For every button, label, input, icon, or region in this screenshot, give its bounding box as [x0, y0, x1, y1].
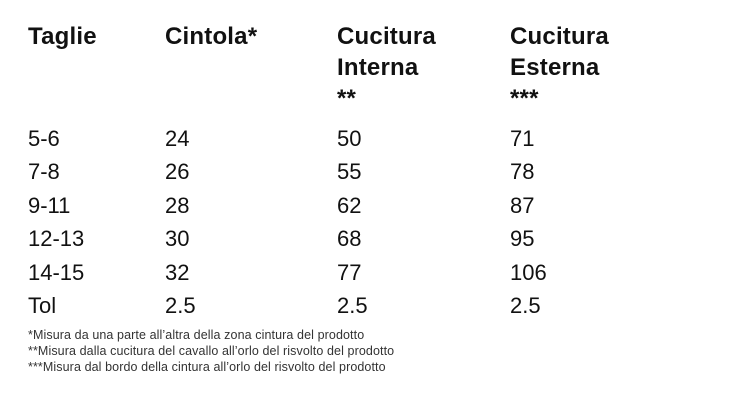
column-header-marker: ***	[510, 85, 539, 112]
cell-cucitura-interna: 50	[337, 126, 362, 151]
footnotes: *Misura da una parte all’altra della zon…	[28, 328, 739, 375]
cell-cucitura-interna: 62	[337, 192, 362, 218]
cell-taglie: 7-8	[28, 159, 60, 185]
cell-cucitura-esterna: 106	[510, 259, 547, 285]
cell-taglie: 5-6	[28, 126, 60, 151]
column-header-cintola: Cintola*	[165, 21, 337, 52]
cell-taglie: 14-15	[28, 259, 85, 285]
cell-cintola: 24	[165, 126, 190, 151]
cell-cucitura-esterna: 78	[510, 159, 535, 185]
column-header-label: Taglie	[28, 23, 97, 50]
column-header-cucitura-esterna: Cucitura Esterna ***	[510, 21, 739, 114]
cell-cucitura-interna: 55	[337, 159, 362, 185]
cell-cintola: 32	[165, 259, 190, 285]
cell-cucitura-esterna: 71	[510, 126, 535, 151]
cell-cucitura-interna: 77	[337, 259, 362, 285]
column-header-label: Cucitura Interna	[337, 23, 436, 81]
cell-cucitura-esterna: 2.5	[510, 293, 541, 319]
column-header-label: Cucitura Esterna	[510, 23, 609, 81]
table-header: Taglie Cintola* Cucitura Interna ** Cuci…	[28, 21, 739, 114]
cell-taglie: 9-11	[28, 192, 71, 218]
cell-cucitura-esterna: 87	[510, 192, 535, 218]
cell-taglie: 12-13	[28, 226, 85, 252]
footnote-cucitura-esterna: ***Misura dal bordo della cintura all’or…	[28, 359, 386, 374]
cell-cintola: 30	[165, 226, 190, 252]
cell-cintola: 2.5	[165, 293, 196, 319]
column-header-taglie: Taglie	[28, 21, 165, 52]
cell-cintola: 28	[165, 192, 190, 218]
footnote-cucitura-interna: **Misura dalla cucitura del cavallo all’…	[28, 344, 395, 359]
cell-cucitura-esterna: 95	[510, 226, 535, 252]
column-header-label: Cintola*	[165, 23, 258, 50]
table-body: 5-6 24 50 71 7-8 26 55 78 9-11 28 62 87 …	[28, 122, 739, 322]
column-header-cucitura-interna: Cucitura Interna **	[337, 21, 510, 114]
cell-taglie: Tol	[28, 293, 57, 319]
cell-cucitura-interna: 2.5	[337, 293, 368, 319]
cell-cintola: 26	[165, 159, 190, 185]
size-chart: Taglie Cintola* Cucitura Interna ** Cuci…	[28, 21, 739, 375]
footnote-cintola: *Misura da una parte all’altra della zon…	[28, 328, 365, 343]
column-header-marker: **	[337, 85, 357, 112]
cell-cucitura-interna: 68	[337, 226, 362, 252]
